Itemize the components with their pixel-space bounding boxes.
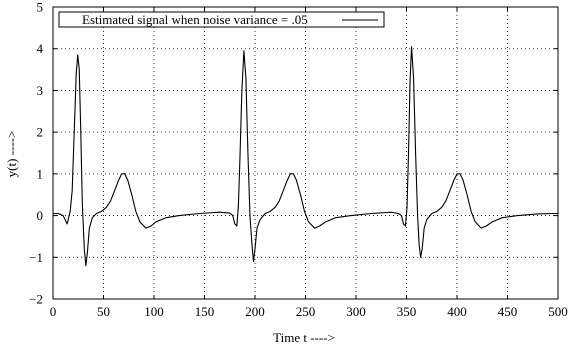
x-tick-label: 400 [447,304,467,319]
x-tick-label: 200 [245,304,265,319]
x-tick-label: 100 [144,304,164,319]
legend-box [58,11,385,28]
y-tick-label: −2 [29,292,43,307]
x-tick-label: 0 [50,304,57,319]
y-tick-label: 1 [37,166,44,181]
grid-lines [53,7,558,299]
x-axis-ticks: 0 50 100 150 200 250 300 350 400 450 500 [50,7,568,319]
y-tick-label: 0 [37,208,44,223]
y-tick-label: 2 [37,125,44,140]
x-axis-label: Time t ----> [273,330,335,345]
x-tick-label: 50 [97,304,110,319]
x-tick-label: 300 [346,304,366,319]
y-tick-label: 4 [37,41,44,56]
y-axis-label: y(t) ----> [4,131,19,178]
legend: Estimated signal when noise variance = .… [58,11,385,28]
y-axis-ticks: 5 4 3 2 1 0 −1 −2 [29,0,558,307]
series-group [53,46,558,267]
x-tick-label: 250 [296,304,316,319]
x-tick-label: 450 [498,304,518,319]
y-tick-label: 3 [37,83,44,98]
series-line [53,46,558,267]
legend-label: Estimated signal when noise variance = .… [82,12,308,27]
x-tick-label: 150 [195,304,215,319]
y-tick-label: −1 [29,250,43,265]
y-tick-label: 5 [37,0,44,15]
x-tick-label: 350 [397,304,417,319]
x-tick-label: 500 [548,304,568,319]
